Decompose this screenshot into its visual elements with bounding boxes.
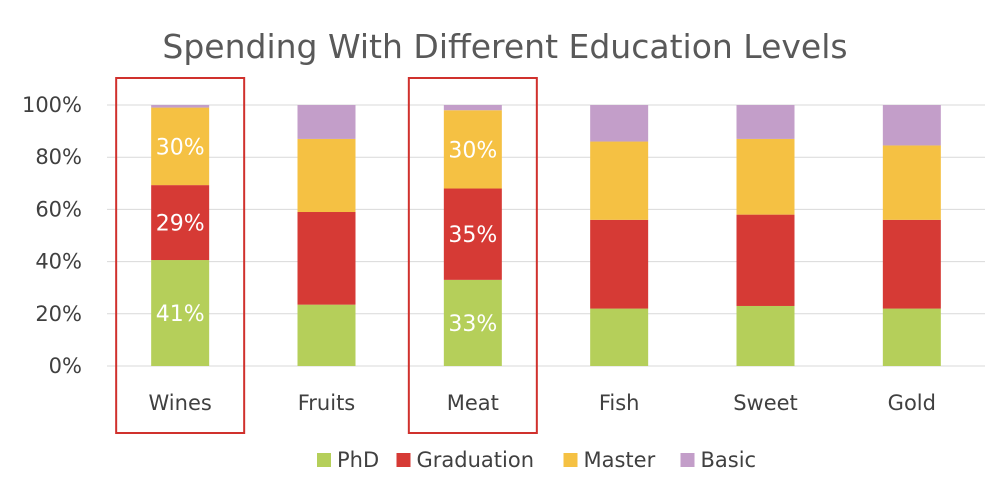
highlight-boxes [115,77,538,434]
bar-sweet-basic [736,105,795,139]
y-tick-label: 100% [22,93,82,117]
bar-fruits-phd [297,304,356,366]
legend-label-graduation: Graduation [417,448,535,472]
highlight-box-wines [115,77,246,434]
legend-label-master: Master [584,448,656,472]
y-tick-label: 0% [49,354,82,378]
data-label: 30% [448,138,497,163]
bars [151,105,941,366]
chart-title: Spending With Different Education Levels [162,27,847,66]
legend-swatch-graduation [396,453,411,467]
bar-wines-phd [151,260,210,366]
x-tick-label: Wines [149,391,212,415]
x-tick-label: Fruits [298,391,356,415]
data-label: 33% [448,312,497,337]
legend-label-phd: PhD [337,448,379,472]
bar-wines-master [151,107,210,186]
legend: PhD Graduation Master Basic [317,448,756,472]
bar-fish-phd [590,308,649,366]
x-tick-label: Meat [447,391,499,415]
y-axis: 0% 20% 40% 60% 80% 100% [22,93,82,378]
bar-gold-graduation [882,219,941,309]
bar-sweet-phd [736,305,795,366]
x-tick-label: Gold [888,391,936,415]
bar-fish-graduation [590,219,649,309]
legend-swatch-master [563,453,578,467]
bar-wines-basic [151,105,210,108]
data-label: 30% [156,135,205,160]
legend-swatch-phd [317,453,331,467]
bar-fruits-master [297,138,356,213]
y-tick-label: 80% [35,145,82,169]
bar-gold-phd [882,308,941,366]
bar-meat-graduation [443,188,502,280]
bar-wines-graduation [151,185,210,261]
legend-label-basic: Basic [701,448,757,472]
data-label: 29% [156,212,205,237]
y-tick-label: 60% [35,197,82,221]
bar-sweet-master [736,138,795,215]
bar-meat-master [443,110,502,189]
bar-fish-basic [590,105,649,142]
data-label: 41% [156,302,205,327]
bar-meat-phd [443,279,502,366]
bar-meat-basic [443,105,502,111]
data-labels: 41% 29% 30% 33% 35% 30% [156,135,498,337]
bar-fruits-basic [297,105,356,139]
gridlines [107,104,985,367]
x-axis: Wines Fruits Meat Fish Sweet Gold [149,391,936,415]
y-tick-label: 20% [35,302,82,326]
legend-swatch-basic [680,453,695,467]
x-tick-label: Fish [599,391,640,415]
bar-fish-master [590,141,649,220]
bar-gold-basic [882,105,941,146]
highlight-box-meat [407,77,538,434]
data-label: 35% [448,223,497,248]
bar-fruits-graduation [297,212,356,305]
bar-sweet-graduation [736,214,795,306]
x-tick-label: Sweet [733,391,798,415]
bar-gold-master [882,145,941,220]
y-tick-label: 40% [35,250,82,274]
